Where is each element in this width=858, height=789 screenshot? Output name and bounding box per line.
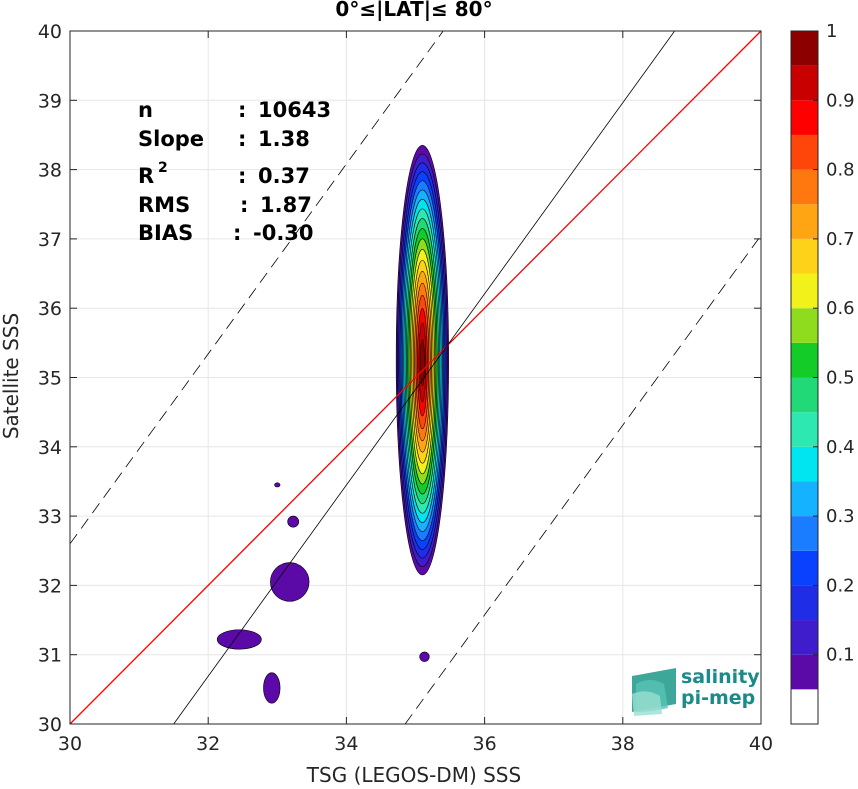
colorbar-tick-label-9: 1 bbox=[826, 21, 837, 42]
colorbar-segment-12 bbox=[791, 273, 818, 309]
density-blob-2 bbox=[270, 562, 310, 602]
density-blob-4 bbox=[274, 482, 281, 488]
stat-sep-1: : bbox=[238, 127, 254, 151]
colorbar-tick-label-7: 0.8 bbox=[826, 160, 855, 181]
lower-dashed-line bbox=[404, 235, 762, 725]
colorbar-tick-label-8: 0.9 bbox=[826, 90, 855, 111]
colorbar-tick-label-1: 0.2 bbox=[826, 575, 855, 596]
colorbar-segment-14 bbox=[791, 204, 818, 239]
colorbar-segment-0 bbox=[791, 689, 818, 724]
stat-label-4: BIAS bbox=[138, 221, 193, 245]
stat-label-3: RMS bbox=[138, 193, 190, 217]
stat-label-0: n bbox=[138, 98, 153, 122]
colorbar-segment-4 bbox=[791, 550, 818, 586]
colorbar-tick-label-2: 0.3 bbox=[826, 506, 855, 527]
colorbar-segment-11 bbox=[791, 308, 818, 343]
colorbar-tick-label-3: 0.4 bbox=[826, 437, 855, 458]
stat-sep-0: : bbox=[238, 98, 254, 122]
chart-title: 0°≤|LAT|≤ 80° bbox=[335, 0, 492, 21]
axes: 30 32 34 36 38 40 30 31 32 33 34 35 36 37 38 39 40 bbox=[38, 21, 773, 755]
colorbar-segment-13 bbox=[791, 238, 818, 274]
logo-text-salinity: salinity bbox=[681, 666, 760, 688]
colorbar-segment-3 bbox=[791, 585, 818, 621]
colorbar-segment-15 bbox=[791, 169, 818, 205]
colorbar-tick-label-0: 0.1 bbox=[826, 645, 855, 666]
y-tick-label-2: 32 bbox=[38, 575, 62, 597]
stat-value-3: 1.87 bbox=[260, 193, 312, 217]
y-tick-label-9: 39 bbox=[38, 90, 62, 112]
colorbar-segment-16 bbox=[791, 134, 818, 170]
density-blob-5 bbox=[419, 651, 430, 662]
density-blob-3 bbox=[287, 515, 300, 528]
density-level-19 bbox=[420, 338, 425, 387]
stat-value-4: -0.30 bbox=[253, 221, 314, 245]
x-tick-label-3: 36 bbox=[473, 733, 497, 755]
x-tick-label-4: 38 bbox=[611, 733, 635, 755]
stat-sep-3: : bbox=[240, 193, 256, 217]
colorbar-tick-label-6: 0.7 bbox=[826, 229, 855, 250]
x-axis-label: TSG (LEGOS-DM) SSS bbox=[306, 763, 521, 787]
stats-box: n: 10643 Slope: 1.38 R 2: 0.37 RMS: 1.87 BIAS… bbox=[138, 98, 331, 245]
stat-value-1: 1.38 bbox=[258, 127, 310, 151]
colorbar-segment-10 bbox=[791, 342, 818, 378]
colorbar-segment-18 bbox=[791, 65, 818, 101]
colorbar-tick-label-4: 0.5 bbox=[826, 368, 855, 389]
colorbar-segment-6 bbox=[791, 481, 818, 517]
y-tick-label-1: 31 bbox=[38, 645, 62, 667]
colorbar-segment-1 bbox=[791, 654, 818, 690]
colorbar-segment-9 bbox=[791, 377, 818, 413]
x-tick-label-1: 32 bbox=[196, 733, 220, 755]
stat-label-2: R bbox=[138, 164, 154, 188]
density-blob-1 bbox=[263, 672, 281, 704]
y-tick-label-6: 36 bbox=[38, 298, 62, 320]
y-tick-label-0: 30 bbox=[38, 714, 62, 736]
density-blob-0 bbox=[216, 629, 262, 650]
stat-value-0: 10643 bbox=[258, 98, 331, 122]
colorbar-segment-8 bbox=[791, 412, 818, 447]
salinity-pi-mep-logo: salinity pi-mep bbox=[632, 666, 760, 716]
y-axis-label: Satellite SSS bbox=[0, 313, 23, 439]
stat-label-1: Slope bbox=[138, 127, 204, 151]
density-contours bbox=[216, 145, 449, 704]
x-tick-label-0: 30 bbox=[58, 733, 82, 755]
colorbar-segment-7 bbox=[791, 446, 818, 482]
x-tick-label-2: 34 bbox=[334, 733, 358, 755]
colorbar-segment-19 bbox=[791, 31, 818, 66]
y-tick-label-3: 33 bbox=[38, 506, 62, 528]
y-tick-label-4: 34 bbox=[38, 437, 62, 459]
colorbar-tick-label-5: 0.6 bbox=[826, 298, 855, 319]
upper-dashed-line bbox=[69, 30, 444, 545]
logo-text-pi-mep: pi-mep bbox=[681, 687, 755, 709]
y-tick-label-8: 38 bbox=[38, 160, 62, 182]
stat-value-2: 0.37 bbox=[258, 164, 310, 188]
y-tick-label-10: 40 bbox=[38, 21, 62, 43]
colorbar-segment-17 bbox=[791, 100, 818, 135]
stat-sep-2: : bbox=[238, 164, 254, 188]
reference-lines bbox=[69, 30, 762, 725]
y-tick-label-7: 37 bbox=[38, 229, 62, 251]
colorbar: 0.1 0.2 0.3 0.4 0.5 0.6 0.7 0.8 0.9 1 bbox=[790, 21, 855, 725]
regression-line bbox=[173, 30, 675, 725]
x-tick-label-5: 40 bbox=[749, 733, 773, 755]
one-to-one-line bbox=[69, 30, 762, 725]
logo-waves-icon bbox=[632, 668, 676, 716]
stat-label-sup-2: 2 bbox=[158, 160, 168, 176]
stat-sep-4: : bbox=[233, 221, 249, 245]
colorbar-segment-5 bbox=[791, 516, 818, 551]
y-tick-label-5: 35 bbox=[38, 368, 62, 390]
colorbar-segment-2 bbox=[791, 620, 818, 655]
